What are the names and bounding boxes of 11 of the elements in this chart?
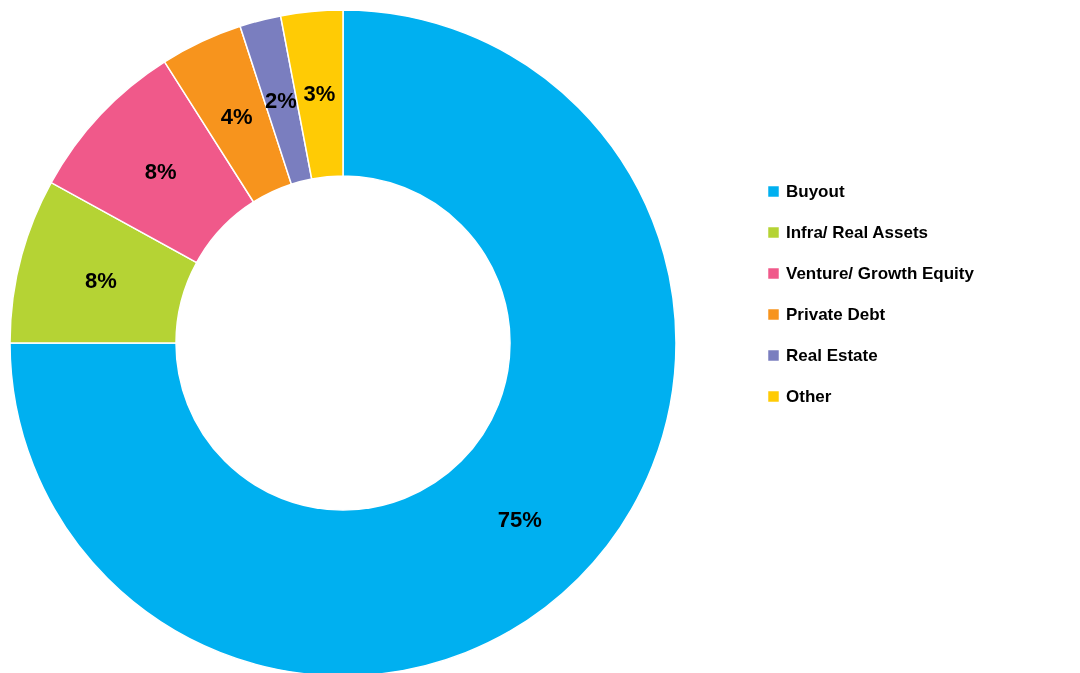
data-label: 8% (144, 158, 177, 184)
data-label: 3% (303, 81, 336, 107)
legend-label: Infra/ Real Assets (786, 222, 929, 242)
legend-label: Other (786, 386, 832, 406)
legend-label: Buyout (786, 181, 845, 201)
data-label: 4% (220, 103, 253, 129)
data-label: 8% (84, 267, 117, 293)
legend-label: Venture/ Growth Equity (786, 263, 975, 283)
legend-label: Real Estate (786, 345, 878, 365)
legend-label: Private Debt (786, 304, 886, 324)
data-label: 75% (497, 506, 542, 532)
